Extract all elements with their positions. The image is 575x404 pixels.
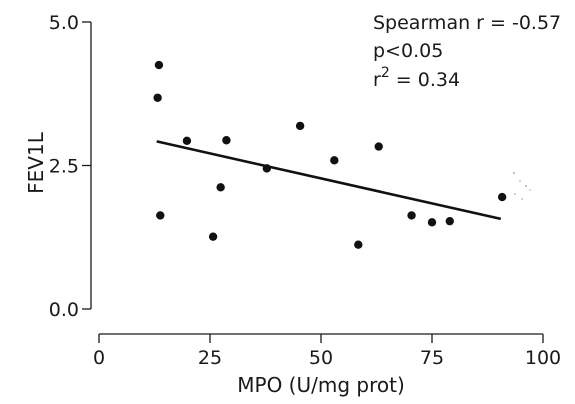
- annotation-r-squared: r2 = 0.34: [373, 65, 460, 91]
- x-tick-label: 100: [525, 347, 561, 369]
- data-point: [222, 136, 231, 145]
- plot-area: [153, 60, 507, 249]
- data-point: [427, 218, 437, 227]
- annotation-spearman: Spearman r = -0.57: [373, 12, 561, 34]
- y-tick-label: 2.5: [49, 156, 79, 178]
- data-point: [354, 240, 363, 249]
- regression-line: [156, 140, 502, 221]
- y-axis: 0.0 2.5 5.0: [49, 12, 92, 321]
- data-point: [182, 136, 192, 146]
- y-axis-label: FEV1L: [24, 131, 48, 194]
- data-point: [445, 216, 454, 226]
- x-tick-label: 25: [198, 347, 222, 369]
- data-point: [330, 156, 339, 165]
- data-point: [295, 121, 305, 131]
- data-point: [407, 211, 416, 220]
- x-axis: 0 25 50 75 100: [93, 333, 561, 369]
- y-tick-label: 5.0: [49, 12, 79, 34]
- data-point: [497, 192, 507, 202]
- x-tick-label: 0: [93, 347, 105, 369]
- x-axis-label: MPO (U/mg prot): [237, 373, 405, 397]
- data-point: [262, 164, 272, 173]
- data-point: [154, 60, 164, 70]
- annotation-p-value: p<0.05: [373, 40, 443, 62]
- data-point: [156, 211, 165, 220]
- y-tick-label: 0.0: [49, 299, 79, 321]
- stats-annotation: Spearman r = -0.57 p<0.05 r2 = 0.34: [373, 12, 561, 91]
- data-point: [216, 183, 225, 192]
- data-point: [153, 93, 162, 102]
- data-point: [374, 142, 383, 151]
- noise-specks: [513, 172, 531, 200]
- data-point: [208, 232, 218, 241]
- x-tick-label: 50: [309, 347, 333, 369]
- x-tick-label: 75: [420, 347, 444, 369]
